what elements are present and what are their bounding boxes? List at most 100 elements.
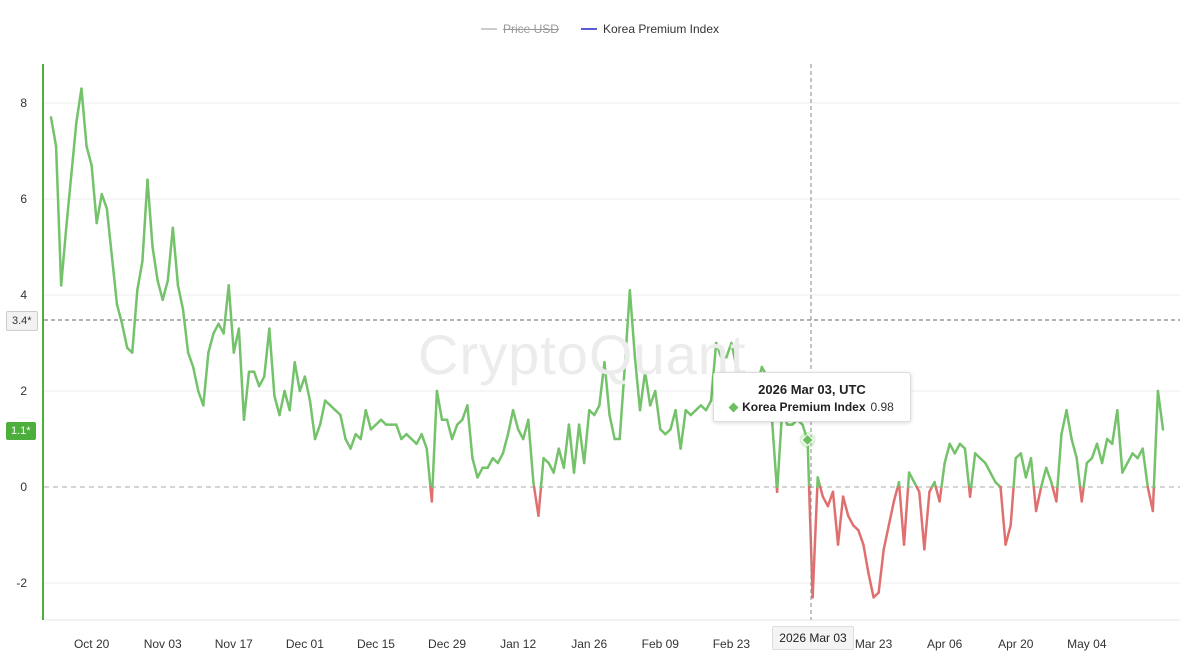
x-tick-label: Feb 09 — [642, 637, 680, 651]
series-segment — [598, 360, 606, 407]
series-segment — [54, 144, 63, 287]
series-segment — [151, 245, 159, 282]
series-segment — [171, 226, 180, 287]
highlight-marker — [801, 433, 814, 447]
series-segment — [527, 418, 535, 484]
series-segment — [633, 356, 642, 412]
x-axis: Oct 20 Nov 03 Nov 17 Dec 01 Dec 15 Dec 29 Jan … — [74, 637, 1107, 651]
series-segment — [857, 528, 865, 546]
series-segment — [64, 173, 73, 230]
series-segment — [136, 260, 144, 292]
series-segment — [435, 389, 444, 422]
y-tick-label: -2 — [16, 576, 27, 590]
legend-item-korea-premium-index[interactable]: Korea Premium Index — [580, 22, 719, 36]
series-segment — [511, 408, 520, 431]
series-segment — [85, 144, 93, 167]
y-tick-label: 8 — [20, 96, 27, 110]
series-segment — [466, 404, 474, 460]
series-segment — [968, 485, 973, 498]
series-segment — [202, 351, 210, 407]
series-segment — [308, 399, 317, 441]
x-tick-label: Jan 26 — [571, 637, 607, 651]
series-segment — [892, 485, 899, 503]
y-tick-label: 6 — [20, 192, 27, 206]
series-segment — [907, 471, 916, 484]
series-segment — [1141, 447, 1150, 489]
series-segment — [608, 413, 616, 441]
series-segment — [207, 332, 215, 354]
series-segment — [984, 461, 992, 474]
series-segment — [501, 432, 510, 455]
series-segment — [349, 432, 357, 450]
series-segment — [938, 485, 943, 503]
legend-item-price-usd[interactable]: Price USD — [480, 22, 559, 36]
series-segment — [1121, 461, 1129, 474]
series-segment — [969, 452, 977, 489]
series-segment — [714, 341, 723, 359]
series-segment — [471, 456, 479, 479]
y-axis: -2 0 2 4 6 8 — [16, 64, 1180, 621]
series-segment — [313, 423, 322, 441]
series-segment — [730, 341, 738, 369]
series-segment — [923, 490, 931, 551]
x-tick-label: Mar 23 — [855, 637, 893, 651]
series-segment — [1004, 524, 1012, 546]
tooltip: 2026 Mar 03, UTC Korea Premium Index 0.9… — [713, 372, 911, 422]
series-segment — [577, 423, 586, 465]
series-segment — [293, 360, 302, 393]
y-tick-label: 2 — [20, 384, 27, 398]
series-segment — [1065, 408, 1073, 441]
series-segment — [943, 442, 951, 465]
series-segment — [906, 471, 911, 489]
series-segment — [318, 399, 327, 426]
series-segment — [166, 226, 175, 282]
series-segment — [674, 408, 682, 450]
crosshair-date-label: 2026 Mar 03 — [772, 626, 854, 650]
series-segment — [431, 389, 439, 489]
y-flag-reference: 3.4* — [6, 311, 38, 331]
series-segment — [105, 207, 114, 258]
series-segment — [278, 389, 286, 417]
series-segment — [537, 485, 543, 518]
series-segment — [882, 524, 891, 551]
series-segment — [623, 288, 632, 369]
series-segment — [115, 303, 124, 326]
series-segment — [1075, 456, 1082, 489]
series-segment — [877, 548, 885, 594]
series-segment — [359, 408, 368, 441]
series-segment — [130, 288, 139, 354]
tooltip-title: 2026 Mar 03, UTC — [758, 382, 866, 397]
series-segment — [191, 365, 200, 393]
series-segment — [776, 408, 784, 489]
x-tick-label: Dec 15 — [357, 637, 395, 651]
tooltip-diamond-icon — [728, 402, 739, 412]
series-segment — [415, 432, 423, 446]
series-segment — [1039, 466, 1048, 489]
x-tick-label: Nov 17 — [215, 637, 253, 651]
series-segment — [679, 408, 687, 450]
series-segment — [1034, 485, 1043, 513]
series-segment — [212, 322, 220, 335]
x-tick-label: Feb 23 — [713, 637, 751, 651]
series-segment — [161, 279, 170, 302]
series-segment — [1090, 442, 1099, 460]
series-segment — [506, 408, 515, 436]
series-segment — [862, 543, 870, 575]
series-segment — [1056, 432, 1063, 489]
legend-swatch-price-usd — [480, 28, 497, 30]
series-segment — [1116, 408, 1124, 474]
series-segment — [836, 495, 845, 546]
series-segment — [1044, 466, 1053, 484]
series-segment — [181, 308, 190, 354]
series-segment — [420, 432, 428, 450]
series-segment — [638, 370, 647, 412]
series-segment — [940, 461, 946, 489]
series-segment — [242, 370, 251, 422]
series-segment — [49, 116, 58, 148]
series-segment — [898, 485, 906, 546]
series-segment — [1126, 452, 1134, 465]
series-segment — [70, 120, 78, 177]
series-korea-premium-index — [49, 87, 1165, 599]
series-segment — [59, 226, 68, 287]
